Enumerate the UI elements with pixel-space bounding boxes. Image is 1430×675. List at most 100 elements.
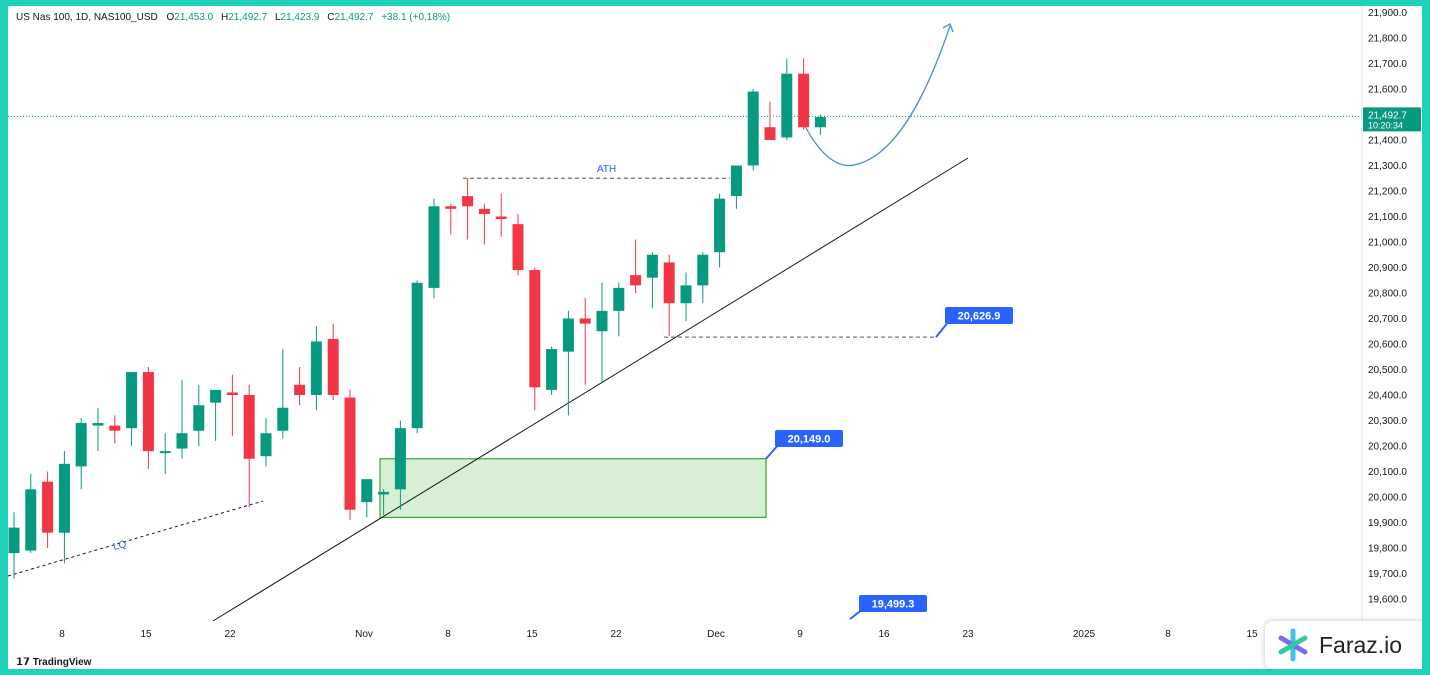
candle-body <box>579 318 591 324</box>
candle-body <box>243 395 255 459</box>
candle-body <box>310 341 322 395</box>
tradingview-logo[interactable]: 𝟭𝟳 TradingView <box>16 657 91 668</box>
candle-body <box>764 127 776 140</box>
x-tick-label: 15 <box>140 629 152 640</box>
candle-body <box>730 165 742 197</box>
candle-body <box>75 423 87 467</box>
tradingview-text: TradingView <box>32 657 92 668</box>
x-tick-label: 8 <box>445 629 451 640</box>
demand-zone-layer <box>379 458 767 519</box>
candle-body <box>109 425 121 431</box>
candle-body <box>226 392 238 395</box>
candle <box>260 417 272 467</box>
candle <box>92 407 104 452</box>
y-tick-label: 20,500.0 <box>1368 365 1407 376</box>
callout-box <box>775 430 843 447</box>
symbol-name[interactable]: US Nas 100, 1D, NAS100_USD <box>16 12 158 23</box>
candle <box>714 193 726 268</box>
y-tick-label: 20,700.0 <box>1368 314 1407 325</box>
brand-name: Faraz.io <box>1319 631 1403 658</box>
candle-body <box>344 397 356 510</box>
candle <box>109 415 121 444</box>
y-tick-label: 20,400.0 <box>1368 391 1407 402</box>
x-tick-label: 23 <box>962 629 974 640</box>
candle <box>411 280 423 434</box>
lq-line <box>8 500 264 577</box>
callout-box <box>945 307 1013 324</box>
price-callout: 19,499.3 <box>849 595 927 620</box>
y-tick-label: 21,800.0 <box>1368 34 1407 45</box>
candle-body <box>630 275 642 286</box>
y-tick-label: 21,000.0 <box>1368 238 1407 249</box>
trendline <box>212 157 969 622</box>
candle-body <box>512 224 524 271</box>
candle <box>8 512 20 579</box>
candle <box>798 58 810 130</box>
candle <box>378 489 390 515</box>
change-value: +38.1 (+0.18%) <box>381 12 451 23</box>
candle-body <box>781 73 793 138</box>
candle <box>277 349 289 439</box>
candle <box>562 310 574 416</box>
y-tick-label: 21,200.0 <box>1368 187 1407 198</box>
tradingview-icon: 𝟭𝟳 <box>16 657 33 668</box>
candle <box>663 254 675 337</box>
candle <box>344 389 356 520</box>
candle <box>126 372 138 446</box>
candle <box>529 267 541 411</box>
candle <box>176 379 188 459</box>
candle <box>193 384 205 446</box>
candle-body <box>42 481 54 533</box>
x-tick-label: Nov <box>355 629 373 640</box>
candle <box>361 479 373 518</box>
x-tick-label: 15 <box>526 629 538 640</box>
x-tick-label: 9 <box>797 629 803 640</box>
candle-body <box>394 428 406 490</box>
low-value: 21,423.9 <box>280 12 320 23</box>
y-tick-label: 21,600.0 <box>1368 85 1407 96</box>
x-tick-label: 16 <box>878 629 890 640</box>
drawing-lines: ATH LQ <box>8 23 1362 622</box>
brand-watermark: Faraz.io <box>1265 621 1422 669</box>
callout-text: 20,626.9 <box>958 311 1001 323</box>
candle <box>546 346 558 395</box>
low-label: L <box>274 12 281 23</box>
candles <box>8 58 826 579</box>
callout-box <box>859 595 927 612</box>
price-callout: 20,626.9 <box>935 307 1013 338</box>
time-axis: 8 15 22 Nov 8 15 22 Dec 9 16 23 2025 8 15 <box>59 629 1258 640</box>
x-tick-label: 22 <box>224 629 236 640</box>
close-value: 21,492.7 <box>334 12 374 23</box>
price-chart[interactable]: ATH LQ 19,600.0 19,700.0 19,800.0 19,900.0 20… <box>8 6 1422 669</box>
y-tick-label: 20,600.0 <box>1368 340 1407 351</box>
candle <box>613 282 625 337</box>
candle-body <box>697 254 709 286</box>
candle <box>25 474 37 554</box>
candle-body <box>25 489 37 551</box>
y-tick-label: 19,800.0 <box>1368 544 1407 555</box>
price-labels: 20,626.9 20,149.0 19,499.3 <box>765 307 1013 620</box>
candle-body <box>92 423 104 426</box>
candle <box>462 178 474 240</box>
candle-body <box>613 287 625 311</box>
y-tick-label: 20,300.0 <box>1368 416 1407 427</box>
current-price-label: 21,492.7 <box>1368 110 1407 121</box>
candle <box>75 417 87 490</box>
candle-body <box>8 527 20 554</box>
x-tick-label: 22 <box>610 629 622 640</box>
candle-body <box>462 196 474 207</box>
candle-body <box>142 372 154 452</box>
current-price-badge <box>1363 107 1421 132</box>
candle-body <box>428 206 440 288</box>
ath-label: ATH <box>597 164 616 175</box>
candle-body <box>646 254 658 278</box>
candle-body <box>663 262 675 304</box>
y-tick-label: 21,700.0 <box>1368 59 1407 70</box>
candle-body <box>445 206 457 209</box>
price-callout: 20,149.0 <box>765 430 843 460</box>
candle-body <box>714 198 726 253</box>
candle <box>747 89 759 171</box>
y-tick-label: 21,400.0 <box>1368 136 1407 147</box>
candle <box>428 198 440 299</box>
